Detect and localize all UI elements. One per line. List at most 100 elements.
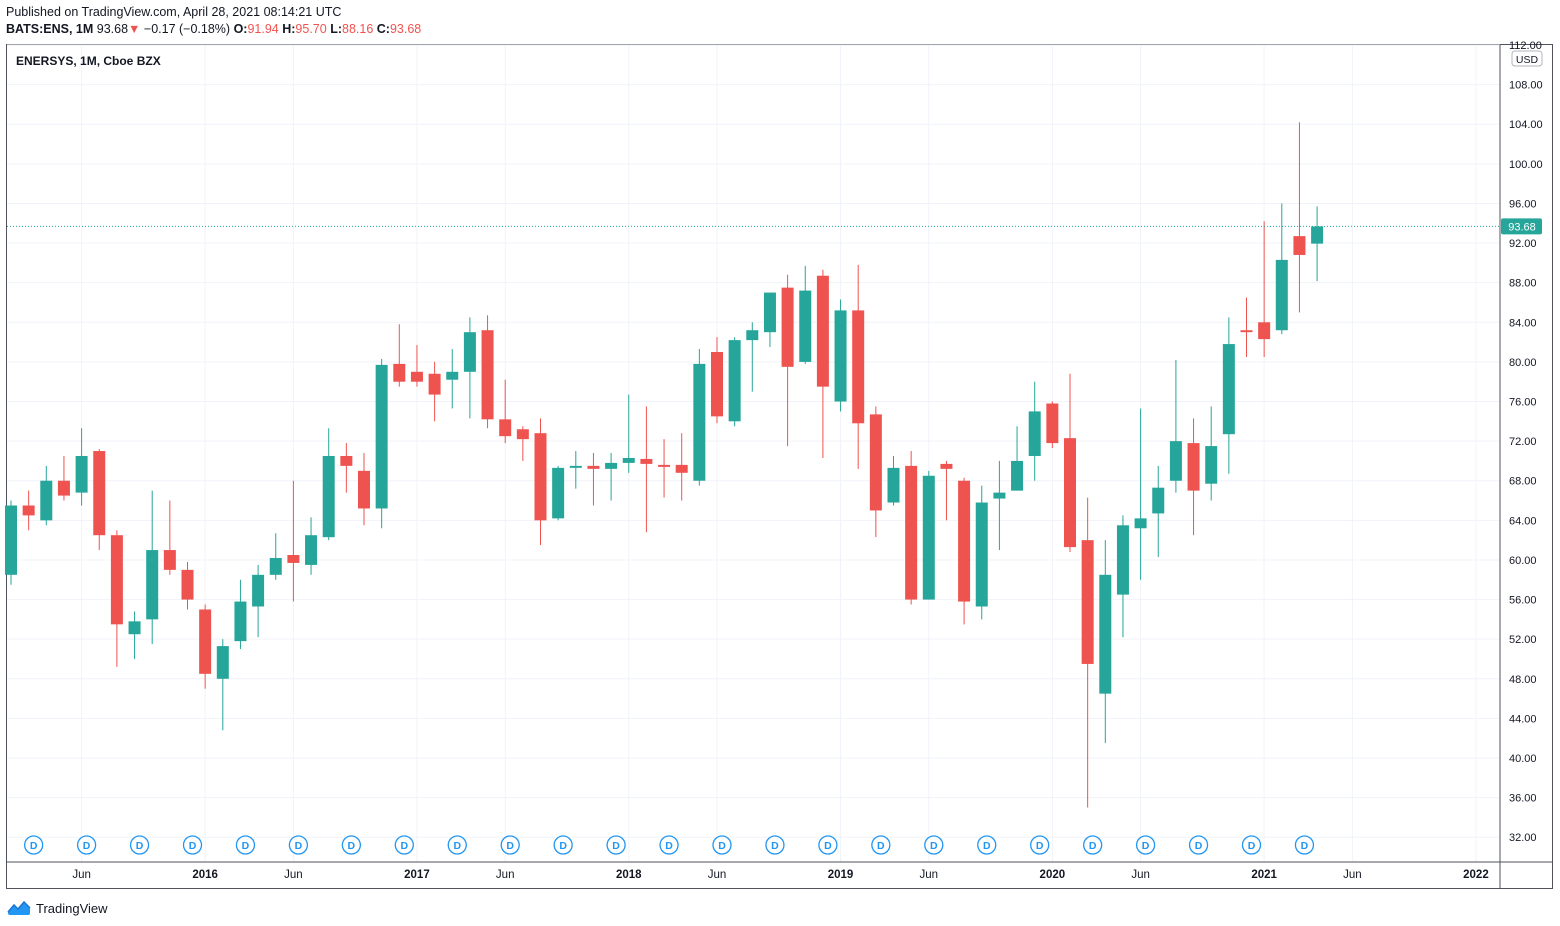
candle[interactable] bbox=[1258, 221, 1271, 357]
candle[interactable] bbox=[940, 460, 953, 521]
candle[interactable] bbox=[658, 439, 671, 498]
dividend-marker[interactable]: D bbox=[1030, 835, 1050, 855]
candle[interactable] bbox=[22, 490, 35, 531]
candle[interactable] bbox=[410, 345, 423, 387]
candle[interactable] bbox=[799, 265, 812, 364]
candle[interactable] bbox=[1293, 122, 1306, 313]
candle[interactable] bbox=[640, 406, 653, 533]
candle[interactable] bbox=[57, 455, 70, 501]
candle[interactable] bbox=[1134, 408, 1147, 580]
dividend-marker[interactable]: D bbox=[1083, 835, 1103, 855]
dividend-marker[interactable]: D bbox=[1294, 835, 1315, 855]
dividend-marker[interactable]: D bbox=[235, 835, 256, 855]
candle[interactable] bbox=[93, 449, 106, 551]
candle[interactable] bbox=[1152, 465, 1165, 557]
candle[interactable] bbox=[269, 533, 282, 580]
candle[interactable] bbox=[958, 477, 971, 625]
candle[interactable] bbox=[252, 564, 265, 638]
candle[interactable] bbox=[1169, 359, 1182, 493]
candle[interactable] bbox=[887, 455, 900, 506]
candle[interactable] bbox=[728, 337, 741, 427]
dividend-marker[interactable]: D bbox=[341, 835, 362, 855]
dividend-marker[interactable]: D bbox=[129, 835, 150, 855]
candle[interactable] bbox=[446, 349, 459, 409]
dividend-marker[interactable]: D bbox=[606, 835, 626, 855]
candle[interactable] bbox=[146, 490, 159, 645]
candle[interactable] bbox=[1011, 426, 1024, 491]
dividend-marker[interactable]: D bbox=[500, 835, 520, 855]
candle[interactable] bbox=[746, 322, 759, 392]
candle[interactable] bbox=[5, 500, 17, 585]
candle[interactable] bbox=[234, 579, 247, 650]
candle[interactable] bbox=[287, 480, 300, 602]
dividend-marker[interactable]: D bbox=[394, 835, 414, 855]
candle[interactable] bbox=[622, 394, 635, 473]
candle[interactable] bbox=[1081, 497, 1094, 808]
dividend-marker[interactable]: D bbox=[1135, 835, 1156, 855]
dividend-marker[interactable]: D bbox=[1241, 835, 1262, 855]
dividend-marker[interactable]: D bbox=[977, 835, 997, 855]
candle[interactable] bbox=[763, 292, 776, 348]
candle[interactable] bbox=[569, 451, 582, 489]
candle[interactable] bbox=[1046, 401, 1059, 449]
footer-brand[interactable]: TradingView bbox=[36, 900, 108, 916]
candle[interactable] bbox=[552, 465, 565, 521]
dividend-marker[interactable]: D bbox=[712, 835, 732, 855]
candle[interactable] bbox=[463, 317, 476, 419]
candle[interactable] bbox=[1275, 203, 1288, 335]
candle[interactable] bbox=[993, 460, 1006, 551]
candle[interactable] bbox=[1116, 515, 1129, 638]
candle[interactable] bbox=[534, 418, 547, 546]
candle[interactable] bbox=[587, 453, 600, 506]
candle[interactable] bbox=[922, 470, 935, 600]
dividend-marker[interactable]: D bbox=[924, 835, 944, 855]
candle[interactable] bbox=[163, 500, 176, 575]
candle[interactable] bbox=[1187, 418, 1200, 536]
candle[interactable] bbox=[181, 561, 194, 610]
dividend-marker[interactable]: D bbox=[553, 835, 573, 855]
candle[interactable] bbox=[305, 517, 318, 575]
candle[interactable] bbox=[905, 451, 918, 605]
candle[interactable] bbox=[322, 428, 335, 541]
dividend-marker[interactable]: D bbox=[871, 835, 891, 855]
candle[interactable] bbox=[393, 324, 406, 387]
candle[interactable] bbox=[675, 433, 688, 501]
candle[interactable] bbox=[1240, 297, 1253, 357]
dividend-marker[interactable]: D bbox=[76, 835, 97, 855]
candle[interactable] bbox=[1205, 406, 1218, 501]
dividend-marker[interactable]: D bbox=[1188, 835, 1209, 855]
candle[interactable] bbox=[693, 349, 706, 486]
candle[interactable] bbox=[110, 530, 123, 667]
dividend-marker[interactable]: D bbox=[447, 835, 467, 855]
candle[interactable] bbox=[75, 428, 88, 506]
currency-badge[interactable]: USD bbox=[1511, 50, 1543, 67]
candle[interactable] bbox=[1028, 381, 1041, 481]
candle[interactable] bbox=[834, 299, 847, 412]
candle[interactable] bbox=[1099, 540, 1112, 744]
dividend-marker[interactable]: D bbox=[659, 835, 679, 855]
dividend-marker[interactable]: D bbox=[24, 835, 44, 855]
candle[interactable] bbox=[358, 453, 370, 526]
candle[interactable] bbox=[869, 406, 882, 538]
candle[interactable] bbox=[852, 264, 865, 469]
candle[interactable] bbox=[40, 465, 53, 526]
dividend-marker[interactable]: D bbox=[288, 835, 309, 855]
candle[interactable] bbox=[816, 269, 829, 458]
dividend-marker[interactable]: D bbox=[182, 835, 203, 855]
candle[interactable] bbox=[216, 639, 229, 731]
candle[interactable] bbox=[516, 426, 529, 461]
dividend-marker[interactable]: D bbox=[765, 835, 785, 855]
candle[interactable] bbox=[1222, 317, 1235, 474]
candle[interactable] bbox=[605, 453, 618, 501]
candle[interactable] bbox=[428, 361, 441, 422]
candle[interactable] bbox=[128, 611, 141, 659]
candle[interactable] bbox=[499, 379, 512, 444]
dividend-marker[interactable]: D bbox=[818, 835, 838, 855]
candle[interactable] bbox=[375, 358, 388, 529]
candle[interactable] bbox=[975, 485, 988, 620]
candle[interactable] bbox=[481, 315, 494, 429]
candle[interactable] bbox=[781, 274, 794, 447]
candle[interactable] bbox=[711, 337, 723, 424]
candle[interactable] bbox=[199, 604, 212, 689]
